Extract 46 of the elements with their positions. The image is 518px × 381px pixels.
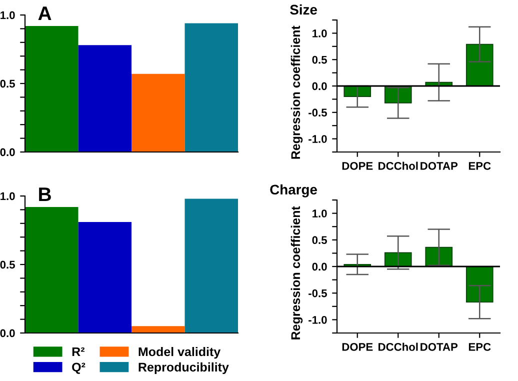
legend-label: Model validity: [138, 346, 221, 359]
x-tick-label: DOTAP: [420, 343, 458, 351]
y-axis-title: Regression coefficient: [290, 26, 303, 159]
x-tick-label: DOPE: [342, 162, 373, 170]
y-tick-label: 0.5: [0, 260, 15, 269]
x-tick-label: EPC: [468, 162, 491, 170]
bar: [25, 206, 78, 333]
y-tick-label: 0.5: [312, 236, 327, 244]
bar: [184, 198, 238, 333]
legend-label: Reproducibility: [138, 362, 229, 374]
y-tick-label: 0.5: [312, 56, 327, 64]
bar: [425, 246, 453, 267]
y-tick-label: -0.5: [308, 108, 327, 117]
y-tick-label: 0.0: [312, 82, 327, 90]
x-tick-label: DCChol: [378, 342, 418, 351]
legend-label: Q²: [72, 362, 86, 374]
x-tick-label: DOPE: [342, 343, 373, 351]
y-axis-title: Regression coefficient: [290, 206, 303, 340]
bar: [466, 44, 494, 86]
y-tick-label: -1.0: [308, 135, 327, 143]
bar: [466, 266, 494, 303]
chart-title: Charge: [270, 184, 317, 198]
y-tick-label: 0.0: [312, 262, 327, 271]
x-tick-label: EPC: [468, 343, 491, 351]
bar: [384, 86, 412, 104]
chart-title: Size: [290, 4, 317, 15]
bar: [132, 74, 185, 152]
chart-title: A: [38, 6, 52, 20]
bar: [78, 45, 132, 152]
y-tick-label: 1.0: [0, 192, 15, 200]
y-tick-label: 0.5: [0, 80, 15, 88]
y-tick-label: 1.0: [0, 11, 15, 20]
y-tick-label: 0.0: [0, 148, 15, 156]
legend-label: R²: [72, 347, 84, 356]
y-tick-label: -1.0: [308, 316, 327, 324]
x-tick-label: DOTAP: [420, 162, 458, 170]
y-tick-label: -0.5: [308, 289, 327, 298]
bar: [184, 23, 238, 152]
bar: [132, 326, 185, 333]
bar: [78, 222, 132, 333]
y-tick-label: 1.0: [312, 29, 327, 38]
y-tick-label: 0.0: [0, 329, 15, 338]
bar: [25, 26, 78, 152]
chart-title: B: [39, 188, 51, 202]
x-tick-label: DCChol: [378, 162, 418, 170]
y-tick-label: 1.0: [312, 210, 327, 218]
